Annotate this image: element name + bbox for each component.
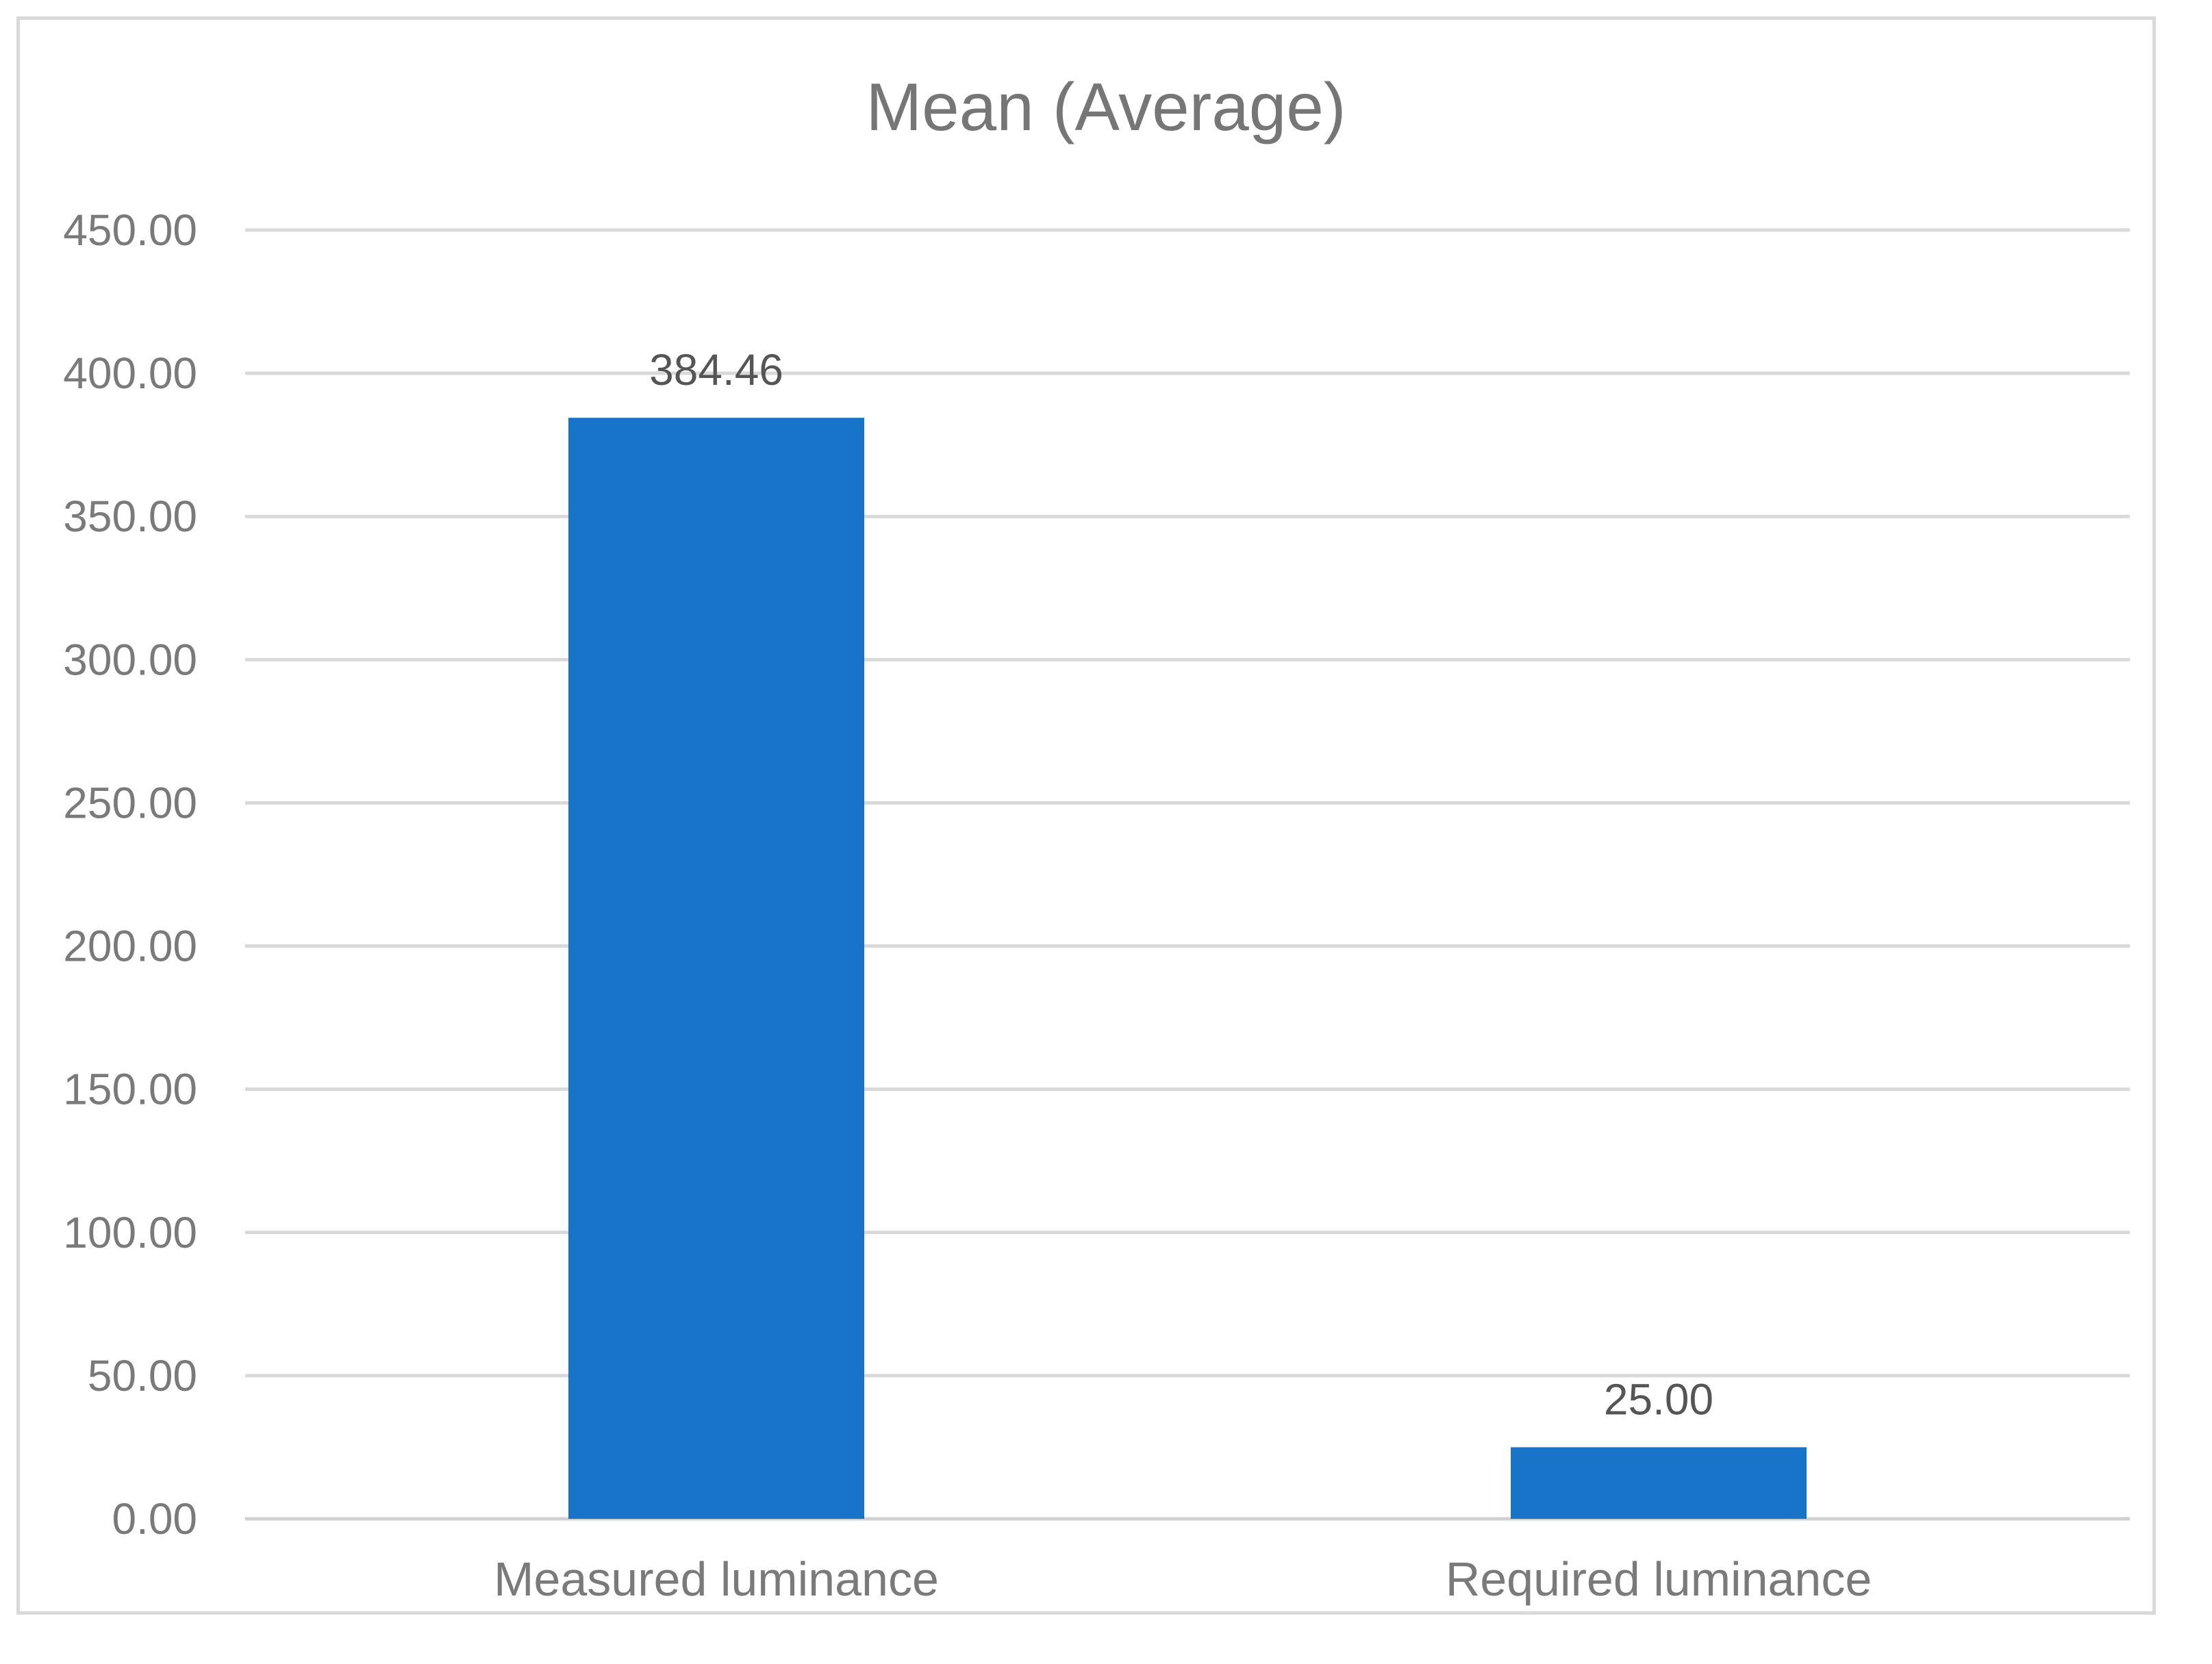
y-tick-label: 400.00 — [63, 349, 197, 398]
y-tick-label: 50.00 — [88, 1351, 197, 1400]
chart-title: Mean (Average) — [866, 69, 1346, 144]
x-category-label: Required luminance — [1446, 1552, 1872, 1606]
y-tick-label: 450.00 — [63, 205, 197, 255]
chart-frame — [16, 16, 2156, 1615]
y-tick-label: 300.00 — [63, 635, 197, 684]
data-label: 25.00 — [1604, 1374, 1713, 1424]
bars — [568, 418, 1807, 1520]
y-tick-label: 0.00 — [112, 1494, 197, 1543]
y-tick-label: 350.00 — [63, 492, 197, 541]
bar — [1511, 1447, 1807, 1519]
y-tick-label: 150.00 — [63, 1065, 197, 1114]
y-tick-label: 250.00 — [63, 778, 197, 827]
y-tick-label: 100.00 — [63, 1208, 197, 1257]
bar — [568, 418, 864, 1520]
y-tick-label: 200.00 — [63, 922, 197, 971]
data-label: 384.46 — [649, 345, 783, 394]
x-axis-categories: Measured luminance Required luminance — [494, 1552, 1872, 1606]
data-labels: 384.46 25.00 — [649, 345, 1713, 1424]
x-category-label: Measured luminance — [494, 1552, 939, 1606]
y-axis-ticks: 0.00 50.00 100.00 150.00 200.00 250.00 300.00 3… — [63, 205, 197, 1543]
gridlines — [245, 228, 2130, 1521]
